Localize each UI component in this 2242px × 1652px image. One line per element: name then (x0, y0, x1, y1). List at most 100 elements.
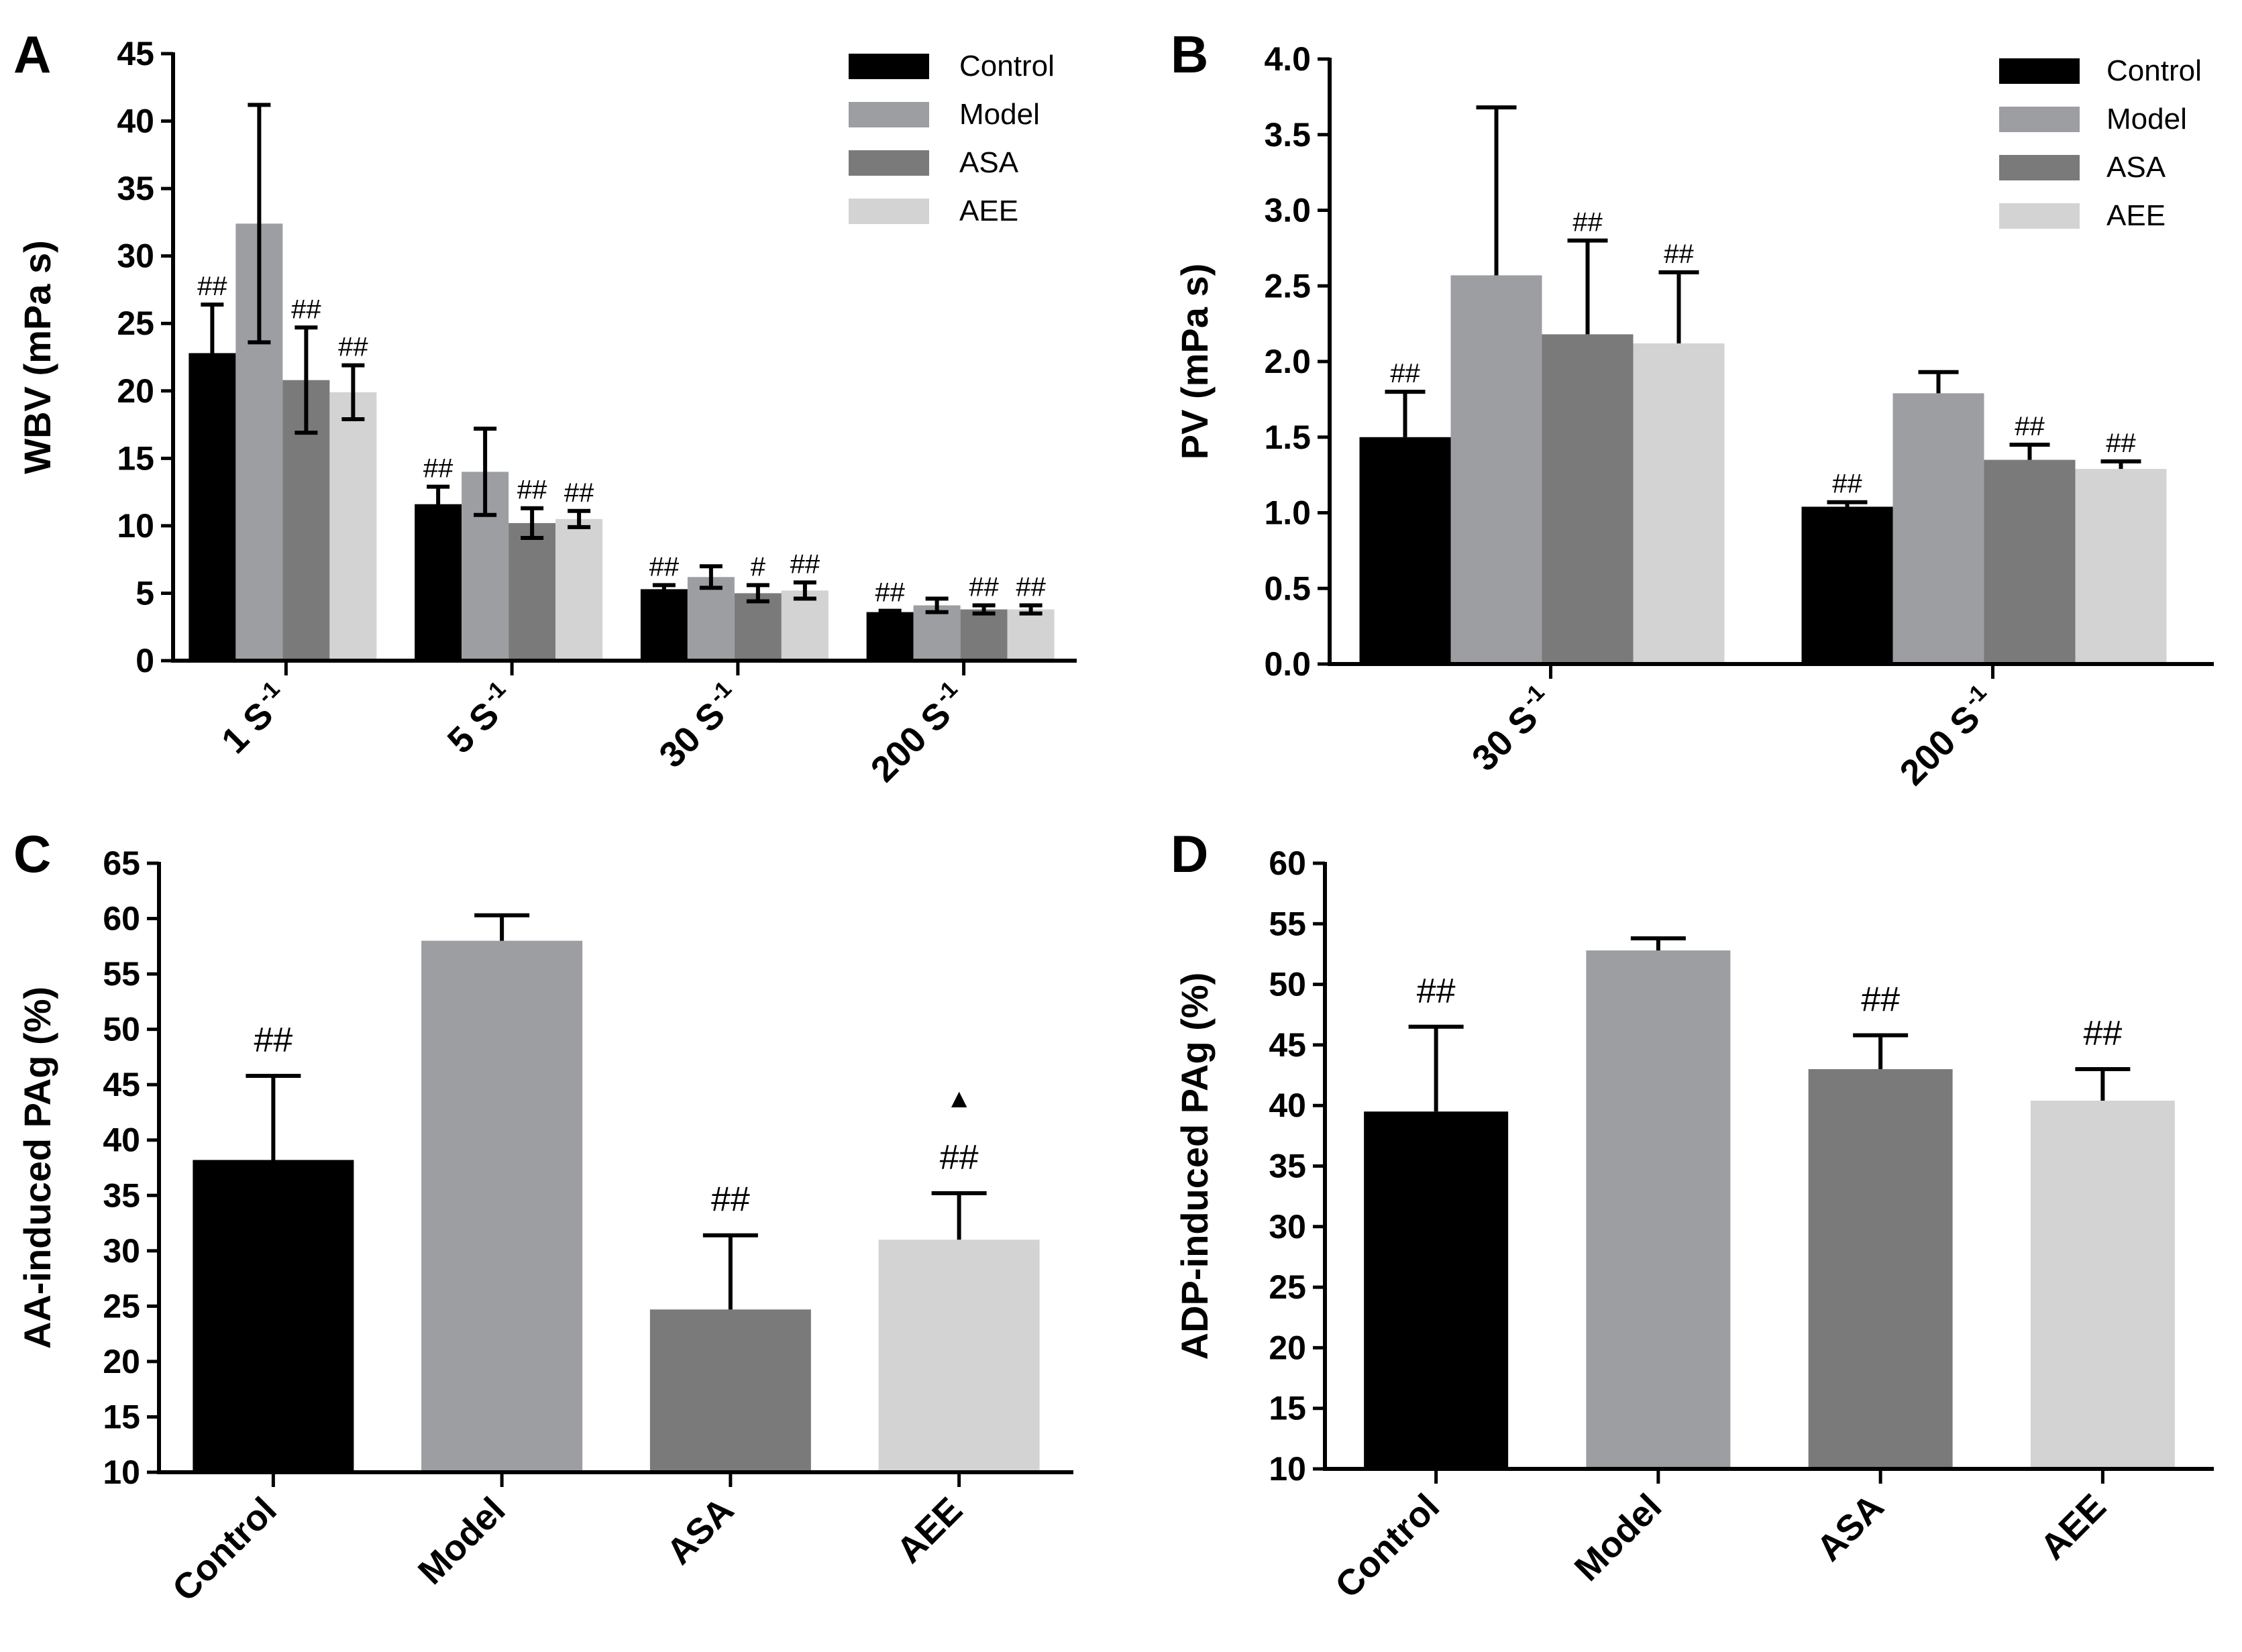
significance-mark: ## (1417, 972, 1456, 1011)
y-axis-title: PV (mPa s) (1173, 264, 1216, 460)
bar-asa (649, 1309, 811, 1472)
significance-mark: ## (790, 549, 820, 579)
y-tick-label: 0 (136, 642, 154, 679)
category-name: ASA (659, 1490, 741, 1572)
legend-swatch-control (849, 54, 929, 79)
significance-mark: ## (1861, 980, 1900, 1019)
bar-control (1364, 1111, 1509, 1469)
bar-aee (2030, 1100, 2175, 1469)
legend-label-model: Model (959, 98, 1040, 131)
category-name: 200 S (1892, 698, 1988, 793)
bar-control (415, 504, 462, 661)
bar-control (640, 589, 688, 661)
y-tick-label: 45 (103, 1066, 140, 1103)
panel-b-chart: B PV (mPa s) ## ## ## ## ## ## 0.0 0.5 1.0 1.5 2.0 2… (1171, 25, 2214, 793)
significance-mark: ## (254, 1021, 292, 1060)
legend-swatch-control (1999, 58, 2080, 84)
y-tick-label: 1.5 (1264, 419, 1311, 456)
y-tick-label: 55 (103, 955, 140, 993)
significance-mark: ## (2083, 1014, 2122, 1053)
significance-mark: ## (1832, 470, 1862, 499)
y-tick-label: 60 (1269, 844, 1306, 882)
category-name: AEE (889, 1490, 970, 1571)
significance-mark: ## (197, 272, 227, 301)
significance-mark: ## (969, 573, 999, 602)
significance-mark: ## (649, 552, 680, 582)
bar-aee (1633, 343, 1725, 664)
y-tick-label: 45 (117, 35, 154, 72)
significance-mark: ## (940, 1138, 979, 1177)
x-category-label: ASA (659, 1490, 741, 1572)
category-name: Model (411, 1490, 513, 1592)
y-tick-label: 15 (1269, 1390, 1306, 1427)
legend-label-asa: ASA (959, 146, 1019, 179)
x-category-label: Model (1567, 1486, 1670, 1589)
bar-aee (781, 590, 829, 661)
legend-swatch-model (849, 102, 929, 127)
significance-mark: ## (711, 1180, 750, 1219)
significance-mark: ## (291, 294, 321, 324)
bar-asa (1984, 459, 2076, 664)
y-tick-label: 45 (1269, 1026, 1306, 1064)
bar-model (1450, 275, 1542, 665)
y-tick-label: 50 (1269, 966, 1306, 1003)
significance-mark: ## (2106, 429, 2136, 458)
legend-label-asa: ASA (2106, 151, 2166, 184)
x-category-label: 1 S-1 (212, 676, 297, 761)
panel-d-label: D (1171, 824, 1208, 883)
legend-label-model: Model (2106, 103, 2187, 135)
y-tick-label: 10 (103, 1453, 140, 1491)
y-tick-label: 25 (103, 1287, 140, 1325)
y-tick-label: 2.5 (1264, 267, 1311, 305)
bar-model (1892, 393, 1984, 664)
significance-mark: ## (875, 578, 905, 608)
significance-mark: ## (517, 476, 547, 505)
category-name: Control (165, 1490, 284, 1609)
y-tick-label: 2.0 (1264, 343, 1311, 380)
legend-swatch-aee (849, 199, 929, 224)
triangle-marker: ▲ (946, 1084, 973, 1113)
y-tick-label: 20 (103, 1343, 140, 1380)
y-tick-label: 25 (1269, 1268, 1306, 1306)
legend-swatch-asa (1999, 155, 2080, 180)
x-category-label: 5 S-1 (438, 676, 523, 761)
x-category-label: AEE (2033, 1486, 2114, 1567)
y-tick-label: 30 (117, 237, 154, 275)
y-tick-label: 4.0 (1264, 40, 1311, 78)
bar-control (1359, 437, 1451, 664)
y-tick-label: 40 (1269, 1087, 1306, 1124)
significance-mark: ## (2015, 412, 2045, 441)
y-tick-label: 35 (117, 170, 154, 207)
y-tick-label: 50 (103, 1011, 140, 1048)
y-tick-label: 35 (103, 1176, 140, 1214)
y-tick-label: 40 (103, 1121, 140, 1159)
x-category-label: Model (411, 1490, 513, 1592)
significance-mark: # (751, 552, 766, 582)
bar-aee (329, 392, 377, 661)
category-name: ASA (1809, 1486, 1892, 1569)
x-category-label: 30 S-1 (649, 676, 749, 775)
panel-a-label: A (13, 25, 51, 84)
panel-c-chart: C AA-induced PAg (%) ## ## ## ▲ 10 15 20 25 30 35 4… (13, 824, 1073, 1609)
y-tick-label: 30 (103, 1232, 140, 1270)
bar-model (1586, 950, 1731, 1469)
y-tick-label: 10 (1269, 1450, 1306, 1488)
x-category-label: AEE (889, 1490, 970, 1571)
bar-aee (878, 1240, 1040, 1472)
y-axis-title: WBV (mPa s) (16, 240, 58, 474)
significance-mark: ## (423, 454, 453, 484)
x-category-label: Control (165, 1490, 284, 1609)
panel-a-chart: A WBV (mPa s) #######################0510… (13, 25, 1077, 789)
x-category-label: 30 S-1 (1462, 679, 1562, 779)
y-axis-title: ADP-induced PAg (%) (1173, 973, 1216, 1360)
y-tick-label: 65 (103, 844, 140, 882)
y-tick-label: 0.0 (1264, 645, 1311, 683)
bar-control (866, 612, 914, 661)
legend-label-aee: AEE (959, 195, 1018, 227)
bar-asa (509, 522, 556, 661)
y-tick-label: 5 (136, 574, 154, 612)
bar-control (189, 353, 236, 661)
category-name: AEE (2033, 1486, 2114, 1567)
bar-control (1801, 506, 1893, 664)
